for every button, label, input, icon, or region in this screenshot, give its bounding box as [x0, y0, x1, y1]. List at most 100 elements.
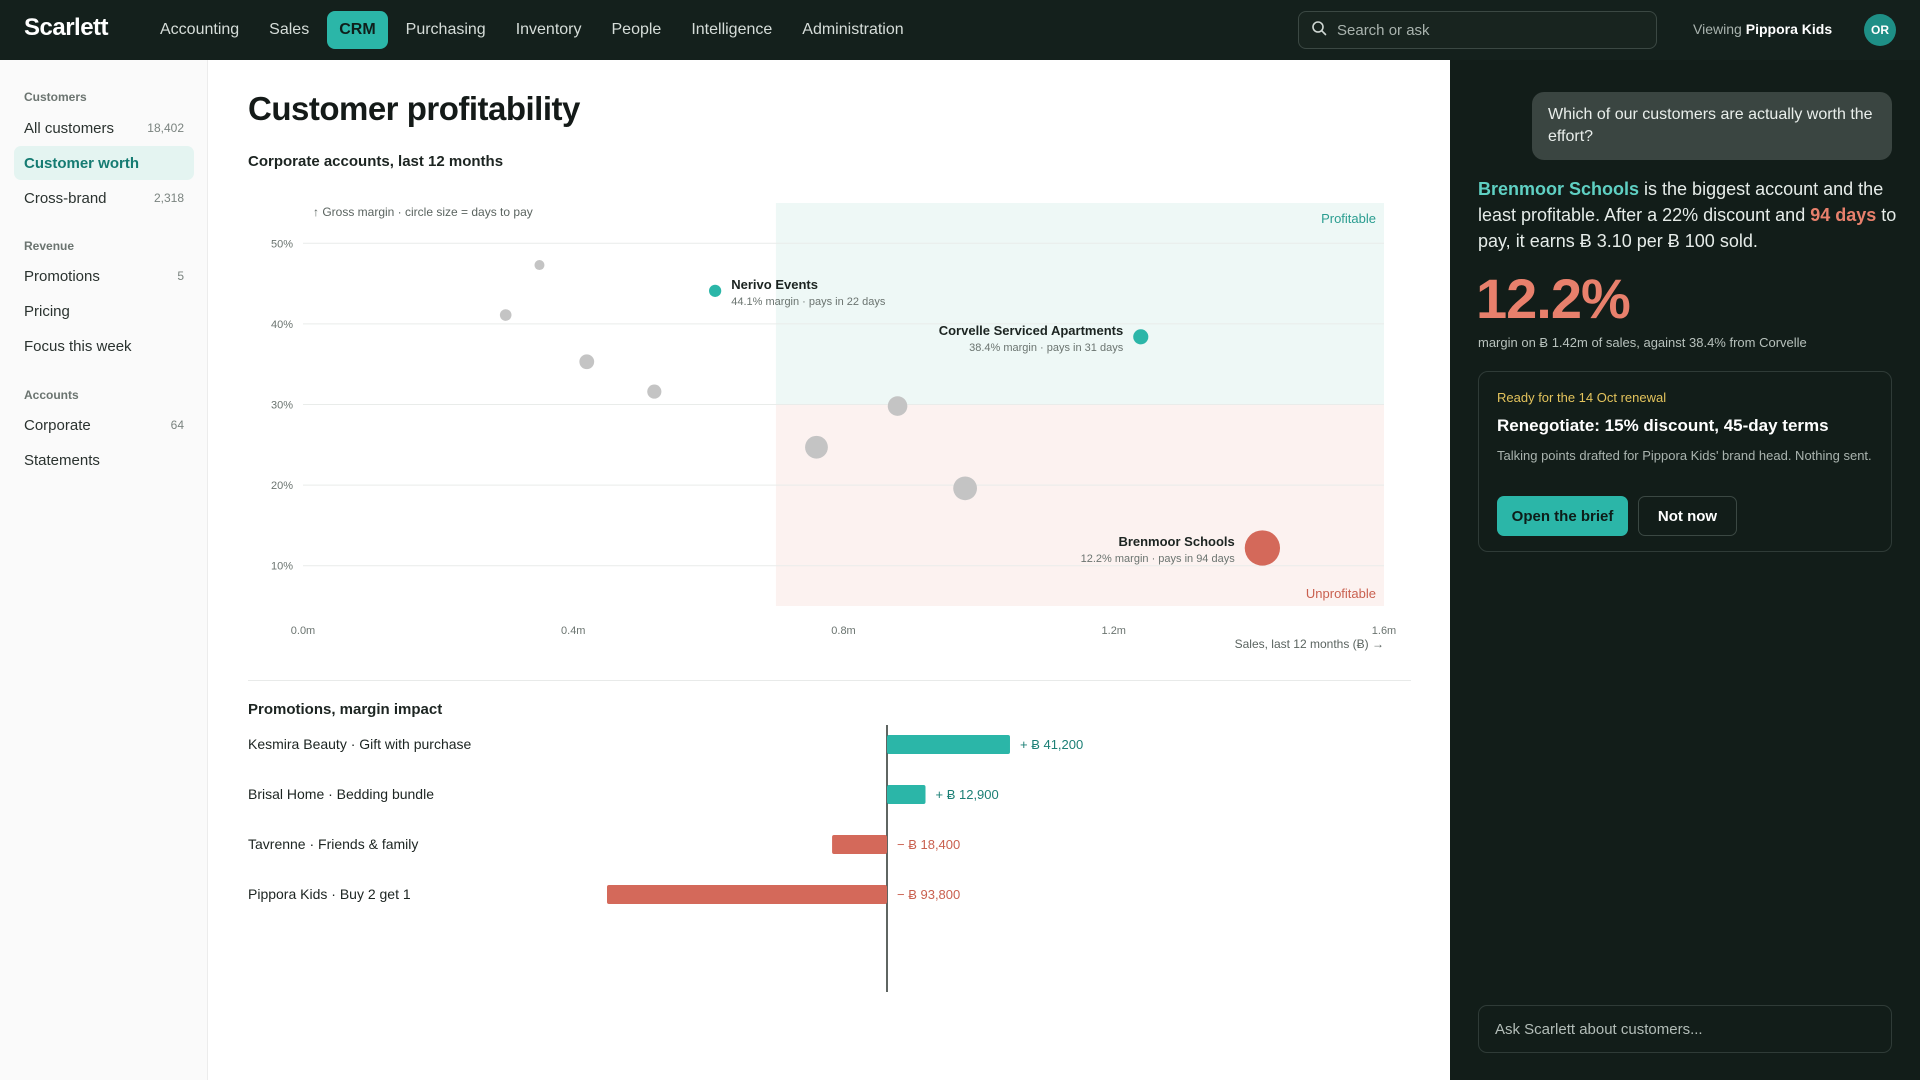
user-avatar[interactable]: OR — [1864, 14, 1896, 46]
sidebar-item-count: 5 — [177, 269, 184, 283]
point-label-detail: 12.2% margin · pays in 94 days — [1081, 553, 1236, 565]
not-now-button[interactable]: Not now — [1638, 496, 1737, 536]
sidebar-group-customers: Customers — [24, 90, 87, 104]
sidebar-item-label: Statements — [24, 451, 100, 469]
search-input[interactable] — [1337, 21, 1637, 39]
ask-input[interactable] — [1495, 1020, 1875, 1038]
sidebar-item-customer-worth[interactable]: Customer worth — [14, 146, 194, 180]
sidebar-item-cross-brand[interactable]: Cross-brand 2,318 — [14, 181, 194, 215]
ask-box[interactable] — [1478, 1005, 1892, 1053]
point-label-name: Nerivo Events — [731, 277, 818, 292]
app-logo[interactable]: Scarlett — [24, 14, 109, 41]
sidebar-item-count: 64 — [170, 418, 184, 432]
promo-value-label: − Ƀ 93,800 — [897, 887, 960, 902]
viewing-brand: Pippora Kids — [1745, 21, 1833, 37]
search-icon — [1311, 20, 1327, 41]
scatter-point-highlighted[interactable] — [1244, 530, 1281, 566]
x-tick-label: 0.0m — [291, 625, 315, 637]
sidebar: Customers All customers 18,402 Customer … — [0, 60, 208, 1080]
scatter-point[interactable] — [499, 309, 512, 321]
profitable-zone — [775, 203, 1384, 405]
x-tick-label: 1.6m — [1372, 625, 1396, 637]
promo-row-label: Brisal Home · Bedding bundle — [248, 786, 434, 802]
card-title: Renegotiate: 15% discount, 45-day terms — [1497, 416, 1829, 435]
answer-text-1: is the biggest account and the least pro… — [1478, 179, 1884, 225]
sidebar-item-focus-this-week[interactable]: Focus this week — [14, 329, 194, 363]
sidebar-item-corporate[interactable]: Corporate 64 — [14, 408, 194, 442]
y-tick-label: 10% — [271, 561, 293, 573]
point-label-detail: 44.1% margin · pays in 22 days — [731, 296, 886, 308]
answer-text-2: to pay, it earns Ƀ 3.10 per Ƀ 100 sold. — [1478, 205, 1897, 251]
scatter-point[interactable] — [953, 476, 977, 501]
promo-row-label: Kesmira Beauty · Gift with purchase — [248, 736, 472, 752]
promo-bar[interactable] — [607, 885, 887, 904]
nav-item-administration[interactable]: Administration — [802, 21, 904, 38]
sidebar-item-statements[interactable]: Statements — [14, 443, 194, 477]
sidebar-item-label: Pricing — [24, 302, 70, 320]
sidebar-item-label: All customers — [24, 119, 115, 137]
recommendation-card: Ready for the 14 Oct renewal Renegotiate… — [1478, 371, 1892, 552]
promo-bar[interactable] — [887, 735, 1010, 754]
assistant-answer: Brenmoor Schools is the biggest account … — [1478, 176, 1898, 254]
sidebar-group-revenue: Revenue — [24, 239, 75, 253]
scatter-point[interactable] — [887, 396, 908, 416]
nav-item-people[interactable]: People — [611, 21, 662, 38]
scatter-point[interactable] — [579, 354, 595, 370]
sidebar-item-pricing[interactable]: Pricing — [14, 294, 194, 328]
nav-item-inventory[interactable]: Inventory — [515, 21, 582, 38]
promo-value-label: + Ƀ 41,200 — [1020, 737, 1083, 752]
scatter-point[interactable] — [805, 435, 828, 459]
promo-bar[interactable] — [832, 835, 887, 854]
x-tick-label: 0.8m — [831, 625, 855, 637]
nav-item-crm[interactable]: CRM — [327, 11, 388, 49]
viewing-context[interactable]: Viewing Pippora Kids — [1693, 21, 1832, 37]
scatter-point-highlighted[interactable] — [1133, 329, 1149, 345]
open-brief-button[interactable]: Open the brief — [1497, 496, 1628, 536]
y-tick-label: 50% — [271, 238, 293, 250]
promo-value-label: + Ƀ 12,900 — [936, 787, 999, 802]
viewing-label: Viewing — [1693, 21, 1742, 37]
y-tick-label: 30% — [271, 400, 293, 412]
scatter-point-highlighted[interactable] — [709, 284, 722, 297]
point-label-name: Brenmoor Schools — [1118, 534, 1234, 549]
section-divider — [248, 680, 1411, 681]
promo-bar[interactable] — [887, 785, 926, 804]
unprofitable-zone-label: Unprofitable — [1306, 586, 1376, 601]
x-tick-label: 1.2m — [1102, 625, 1126, 637]
x-axis-label: Sales, last 12 months (Ƀ) → — [1235, 637, 1384, 651]
sidebar-item-promotions[interactable]: Promotions 5 — [14, 259, 194, 293]
unprofitable-zone — [775, 404, 1384, 606]
x-tick-label: 0.4m — [561, 625, 585, 637]
nav-item-purchasing[interactable]: Purchasing — [405, 21, 486, 38]
page-title: Customer profitability — [248, 90, 580, 127]
assistant-panel: Which of our customers are actually wort… — [1450, 60, 1920, 1080]
card-kicker: Ready for the 14 Oct renewal — [1497, 390, 1667, 405]
answer-days: 94 days — [1810, 205, 1877, 225]
scatter-point[interactable] — [647, 384, 662, 399]
user-question-bubble: Which of our customers are actually wort… — [1532, 92, 1892, 160]
scatter-chart-subtitle: Corporate accounts, last 12 months — [248, 153, 504, 170]
nav-item-sales[interactable]: Sales — [269, 21, 310, 38]
scatter-point[interactable] — [534, 260, 545, 271]
sidebar-item-count: 18,402 — [147, 121, 184, 135]
sidebar-item-label: Focus this week — [24, 337, 132, 355]
y-tick-label: 20% — [271, 480, 293, 492]
promo-row-label: Pippora Kids · Buy 2 get 1 — [248, 886, 411, 902]
sidebar-item-label: Customer worth — [24, 154, 140, 172]
sidebar-item-label: Promotions — [24, 267, 100, 285]
margin-stat-caption: margin on Ƀ 1.42m of sales, against 38.4… — [1478, 335, 1807, 350]
answer-customer-name[interactable]: Brenmoor Schools — [1478, 179, 1640, 199]
nav-item-accounting[interactable]: Accounting — [160, 21, 240, 38]
point-label-detail: 38.4% margin · pays in 31 days — [969, 342, 1124, 354]
global-search[interactable] — [1298, 11, 1657, 49]
promo-row-label: Tavrenne · Friends & family — [248, 836, 418, 852]
sidebar-item-all-customers[interactable]: All customers 18,402 — [14, 111, 194, 145]
promotions-section-title: Promotions, margin impact — [248, 701, 443, 718]
nav-item-intelligence[interactable]: Intelligence — [691, 21, 773, 38]
top-navigation-bar: Scarlett Accounting Sales CRM Purchasing… — [0, 0, 1920, 60]
sidebar-item-label: Cross-brand — [24, 189, 107, 207]
point-label-name: Corvelle Serviced Apartments — [939, 323, 1123, 338]
main-nav: Accounting Sales CRM Purchasing Inventor… — [148, 11, 916, 49]
main-content: Customer profitability Corporate account… — [209, 60, 1449, 1080]
card-body: Talking points drafted for Pippora Kids'… — [1497, 448, 1872, 463]
